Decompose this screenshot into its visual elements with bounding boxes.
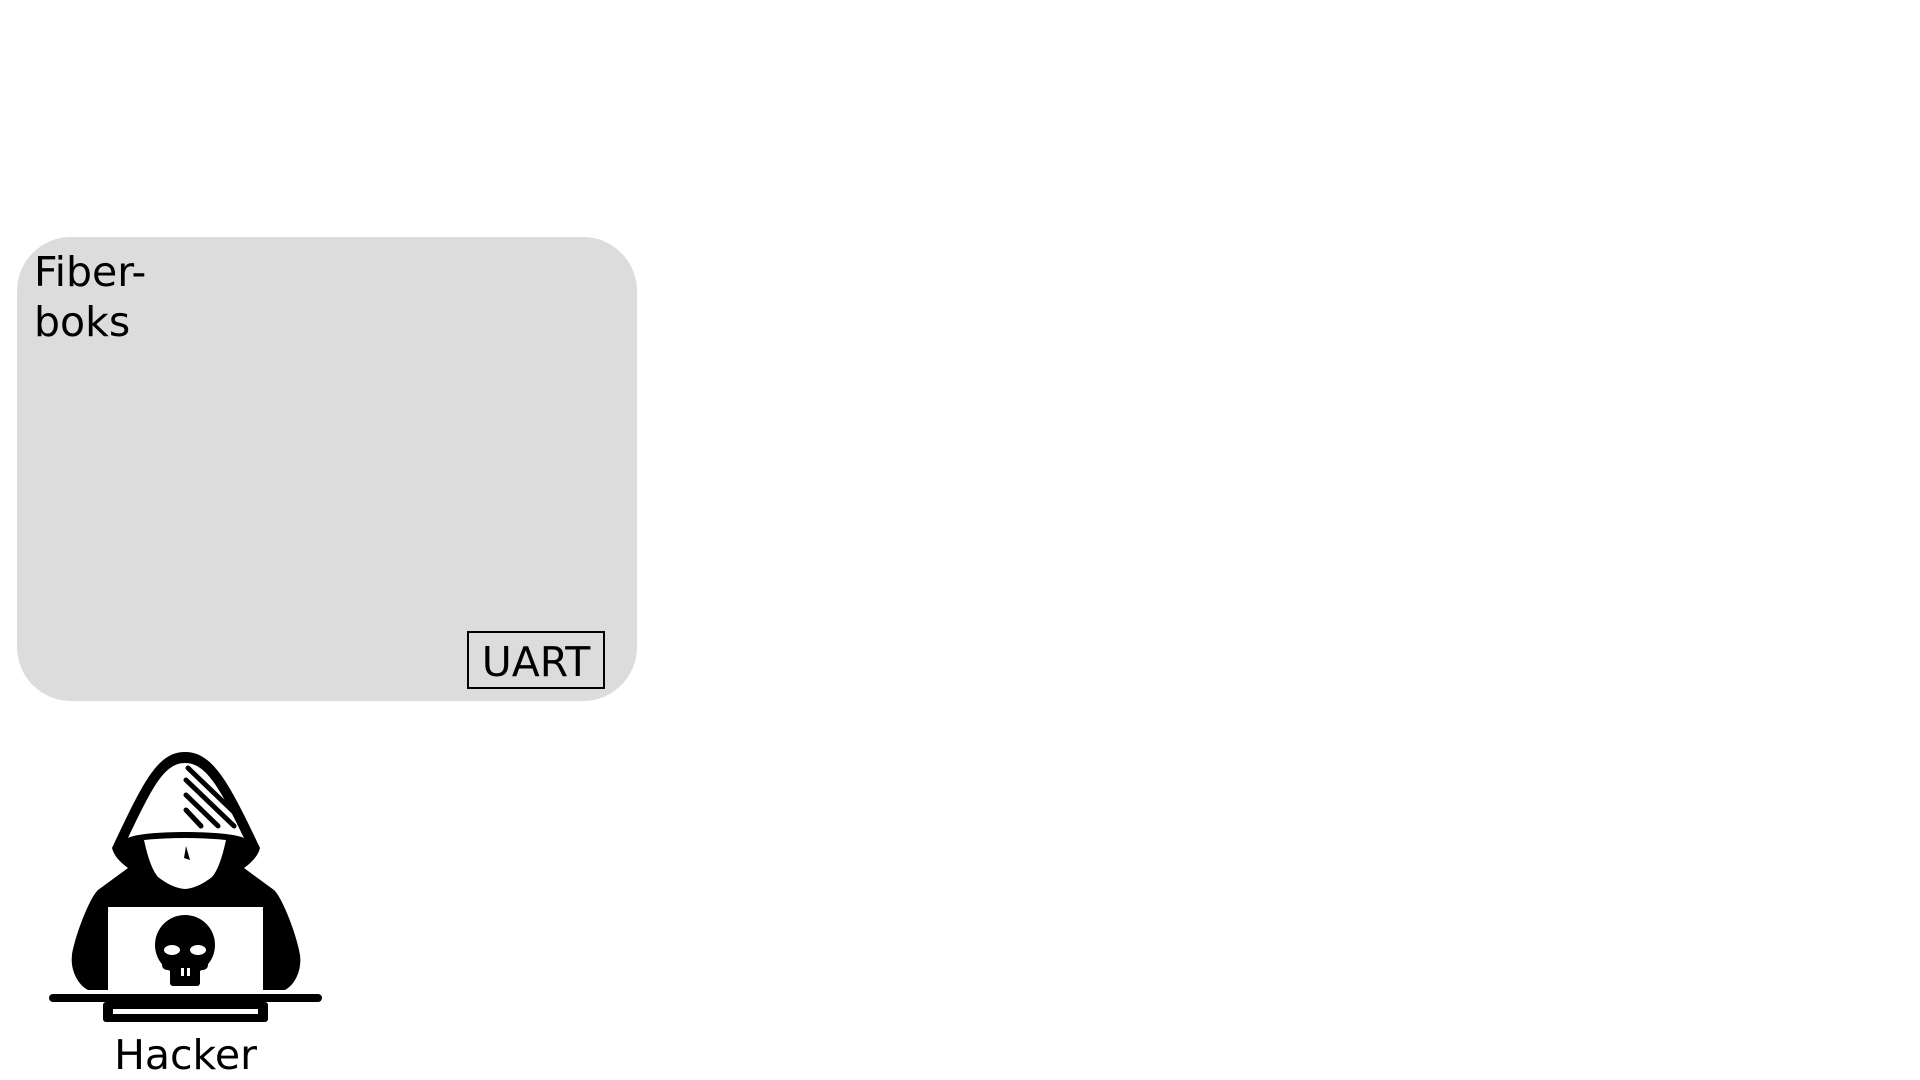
fiberbox-label: Fiber- boks <box>34 248 147 346</box>
uart-port: UART <box>467 631 605 689</box>
hacker-icon <box>49 752 322 1022</box>
fiberbox-node: Fiber- boks UART <box>17 237 637 701</box>
hacker-label: Hacker <box>114 1031 257 1079</box>
hacker-node: Hacker <box>48 750 323 1079</box>
